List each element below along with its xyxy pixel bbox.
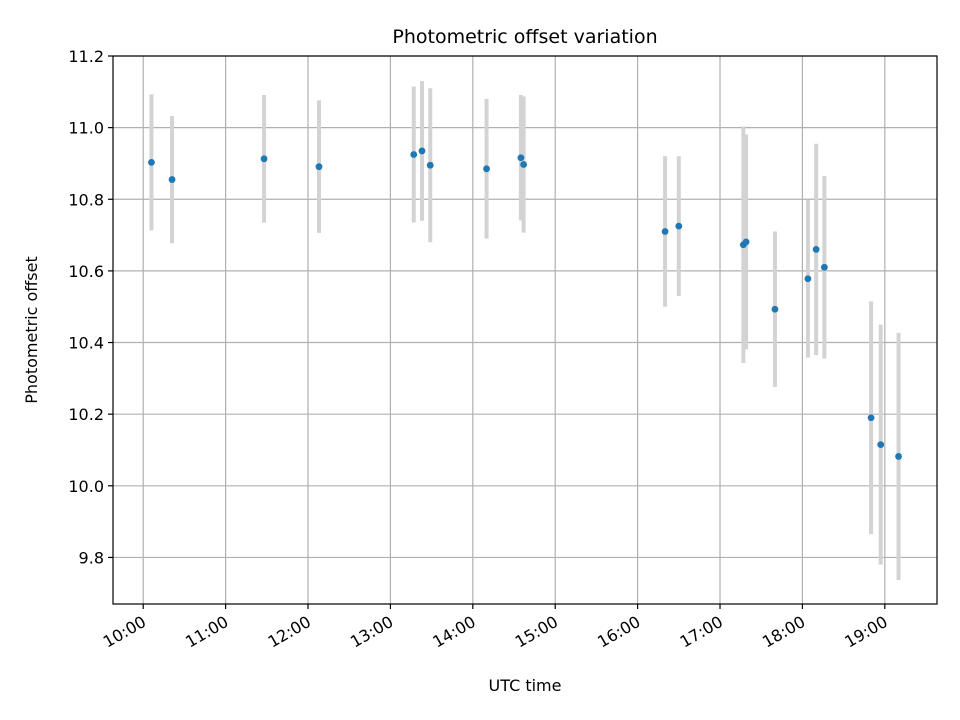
y-axis-ticks: 9.8 10.0 10.2 10.4 10.6 10.8 11.0 11.2 xyxy=(68,47,113,567)
data-point xyxy=(517,154,525,162)
y-axis-label: Photometric offset xyxy=(22,256,41,404)
data-point xyxy=(426,161,434,169)
x-axis-label: UTC time xyxy=(489,676,562,695)
x-tick-label: 10:00 xyxy=(100,612,149,652)
data-point xyxy=(520,161,528,168)
plot-frame xyxy=(112,55,938,605)
data-point xyxy=(410,151,418,158)
data-point xyxy=(771,305,779,313)
y-tick-label: 10.2 xyxy=(68,405,104,424)
x-tick-label: 12:00 xyxy=(265,612,314,652)
data-point xyxy=(483,165,490,173)
y-tick-label: 10.4 xyxy=(68,334,104,353)
x-tick-label: 14:00 xyxy=(429,612,478,652)
data-point xyxy=(877,441,885,449)
data-points xyxy=(148,147,902,460)
y-tick-label: 9.8 xyxy=(79,548,104,567)
data-point xyxy=(168,176,176,183)
x-tick-label: 11:00 xyxy=(182,612,231,652)
y-tick-label: 11.0 xyxy=(68,119,104,138)
x-tick-label: 16:00 xyxy=(594,612,643,652)
data-point xyxy=(812,246,820,253)
data-point xyxy=(418,147,426,155)
data-point xyxy=(820,263,828,271)
data-point xyxy=(804,275,812,283)
x-tick-label: 13:00 xyxy=(347,612,396,652)
data-point xyxy=(742,238,750,246)
y-tick-label: 10.6 xyxy=(68,262,104,281)
y-tick-label: 11.2 xyxy=(68,47,104,66)
data-point xyxy=(148,158,155,166)
data-point xyxy=(675,222,683,230)
data-point xyxy=(315,163,323,171)
x-axis-ticks: 10:00 11:00 12:00 13:00 14:00 15:00 16:00 17:00… xyxy=(100,604,891,652)
y-tick-label: 10.0 xyxy=(68,477,104,496)
data-point xyxy=(260,155,268,163)
x-tick-label: 19:00 xyxy=(841,612,890,652)
data-point xyxy=(895,453,902,460)
x-tick-label: 15:00 xyxy=(512,612,561,652)
data-point xyxy=(661,228,669,235)
x-tick-label: 18:00 xyxy=(759,612,808,652)
x-tick-label: 17:00 xyxy=(677,612,726,652)
y-tick-label: 10.8 xyxy=(68,190,104,209)
data-point xyxy=(867,414,875,422)
chart-title: Photometric offset variation xyxy=(392,26,657,48)
